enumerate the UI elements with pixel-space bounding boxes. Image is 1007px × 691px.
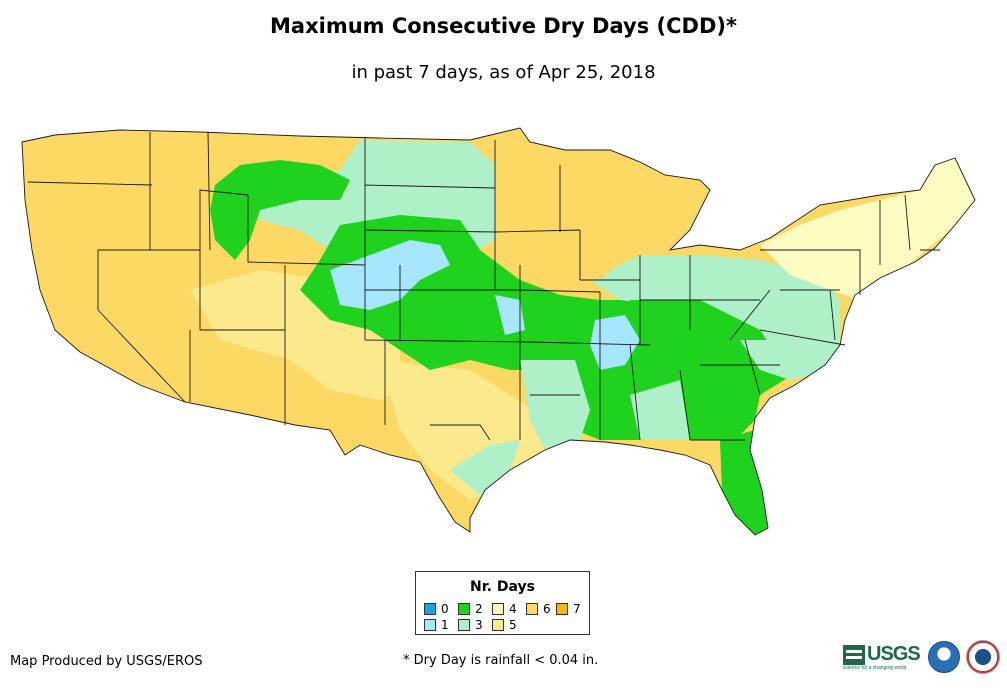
legend-item-4: 4 (492, 602, 517, 616)
legend-item-2: 2 (458, 602, 483, 616)
agency-logos: USGS science for a changing world NOAA N… (843, 637, 1003, 679)
usgs-logo: USGS (843, 643, 921, 666)
legend-label-0: 0 (441, 602, 449, 616)
legend-swatch-3 (458, 619, 470, 631)
legend-item-0: 0 (424, 602, 449, 616)
legend-swatch-6 (526, 603, 538, 615)
legend-item-7: 7 (556, 602, 581, 616)
region-fill-upper-midwest (495, 150, 660, 280)
legend-swatch-5 (492, 619, 504, 631)
nws-logo-icon: National Weather Service (966, 640, 1000, 674)
region-fill-northeast (760, 158, 975, 300)
legend-swatch-0 (424, 603, 436, 615)
dry-day-footnote: * Dry Day is rainfall < 0.04 in. (403, 653, 599, 668)
legend-swatch-2 (458, 603, 470, 615)
state-lines-west (27, 131, 366, 425)
legend: Nr. Days 0 1 2 3 4 5 6 (415, 571, 590, 635)
legend-label-5: 5 (509, 618, 517, 632)
state-lines-northeast (760, 194, 940, 341)
legend-item-3: 3 (458, 618, 483, 632)
region-fill-tennessee (630, 300, 780, 365)
legend-label-2: 2 (475, 602, 483, 616)
cdd-fill-layer (22, 128, 975, 535)
map-title: Maximum Consecutive Dry Days (CDD)* (270, 14, 737, 38)
state-lines-southeast (629, 289, 846, 441)
legend-swatch-4 (492, 603, 504, 615)
us-outline (21, 127, 976, 536)
state-lines-midwest (494, 165, 760, 440)
state-lines-plains (364, 138, 531, 441)
legend-item-6: 6 (526, 602, 551, 616)
legend-item-1: 1 (424, 618, 449, 632)
map-subtitle: in past 7 days, as of Apr 25, 2018 (351, 62, 656, 83)
usgs-wave-icon (843, 644, 865, 665)
noaa-logo-icon: NOAA (928, 641, 960, 673)
region-fill-central-plains (330, 240, 450, 310)
legend-label-1: 1 (441, 618, 449, 632)
legend-swatch-1 (424, 619, 436, 631)
legend-title: Nr. Days (470, 579, 535, 595)
region-fill-southeast (520, 360, 690, 450)
map-credit: Map Produced by USGS/EROS (10, 654, 203, 669)
region-fill-west-gulf-coast (450, 440, 520, 495)
legend-label-3: 3 (475, 618, 483, 632)
legend-label-6: 6 (543, 602, 551, 616)
legend-item-5: 5 (492, 618, 517, 632)
state-boundaries (21, 127, 976, 536)
region-fill-eastern-kansas (495, 295, 525, 335)
region-fill-northern-rockies (210, 160, 350, 260)
usgs-wordmark: USGS (867, 643, 921, 665)
legend-swatch-7 (556, 603, 568, 615)
usgs-tagline: science for a changing world (843, 665, 907, 671)
legend-label-7: 7 (573, 602, 581, 616)
region-fill-lower-mississippi (590, 315, 640, 370)
region-fill-florida (720, 430, 768, 535)
legend-label-4: 4 (509, 602, 517, 616)
